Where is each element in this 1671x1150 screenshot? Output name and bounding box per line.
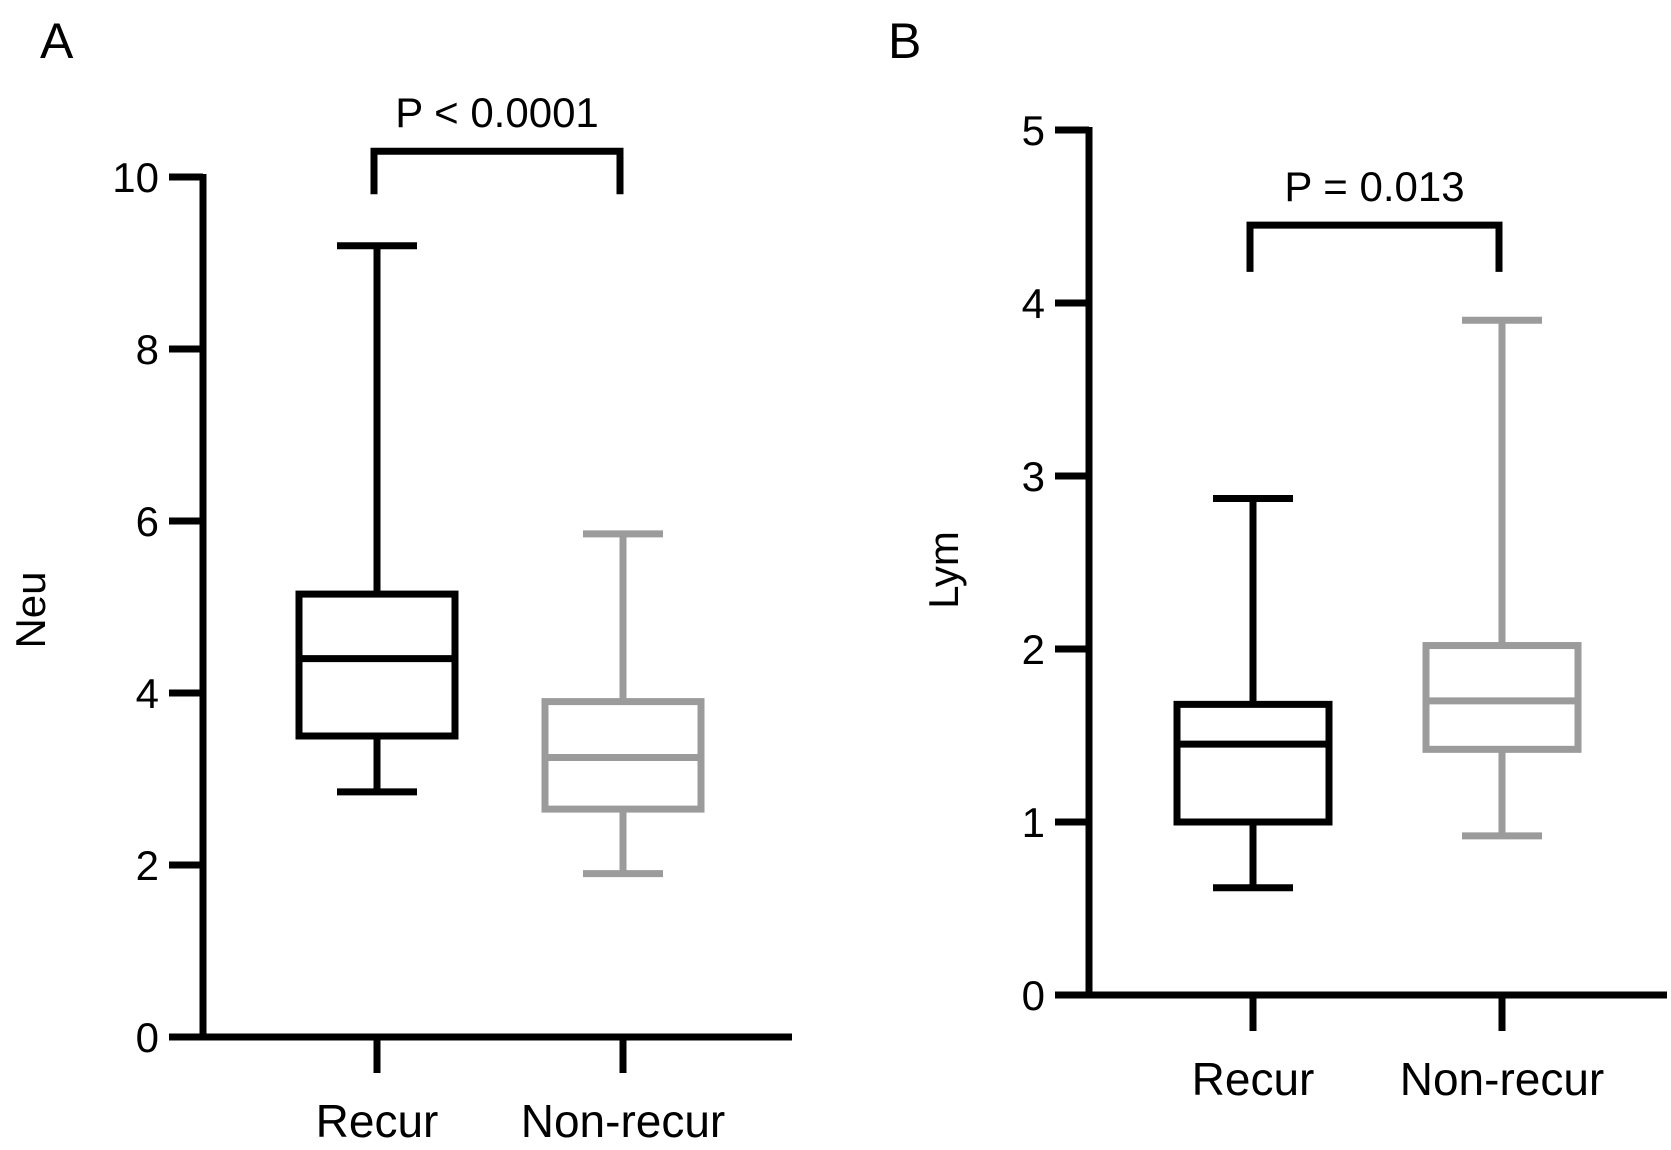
- panel-b-label: B: [888, 13, 921, 69]
- panel-a-p-value: P < 0.0001: [395, 89, 599, 136]
- panel-b-significance-bracket: [1246, 221, 1503, 272]
- panel-b: B Lym 0 1 2 3 4 5 Recur Non-recur P = 0.013: [888, 13, 1667, 1105]
- panel-a: A Neu 0 2 4 6 8 10 Recur Non-recur P < 0.0001: [7, 13, 792, 1147]
- panel-b-y-tick-label: 3: [1022, 453, 1045, 500]
- panel-a-y-tick-label: 10: [112, 154, 159, 201]
- panel-a-y-axis-label: Neu: [7, 571, 54, 648]
- panel-a-x-tick-label: Non-recur: [521, 1095, 726, 1147]
- panel-a-plot: 0 2 4 6 8 10 Recur Non-recur P < 0.0001: [112, 89, 792, 1147]
- panel-b-recur-box: [1173, 700, 1333, 826]
- panel-a-y-tick-label: 6: [136, 498, 159, 545]
- panel-b-y-tick-label: 2: [1022, 626, 1045, 673]
- panel-b-y-axis-label: Lym: [920, 531, 967, 609]
- panel-a-y-tick-label: 4: [136, 670, 159, 717]
- panel-b-y-tick-label: 0: [1022, 972, 1045, 1019]
- panel-a-label: A: [40, 13, 74, 69]
- panel-a-y-tick-label: 0: [136, 1014, 159, 1061]
- panel-a-y-tick-label: 8: [136, 326, 159, 373]
- panel-b-x-tick-label: Recur: [1192, 1053, 1315, 1105]
- panel-a-recur-box: [295, 590, 459, 740]
- panel-b-y-tick-label: 4: [1022, 280, 1045, 327]
- panel-b-x-tick-label: Non-recur: [1400, 1053, 1605, 1105]
- panel-b-y-tick-label: 1: [1022, 799, 1045, 846]
- panel-b-p-value: P = 0.013: [1284, 163, 1464, 210]
- panel-a-y-tick-label: 2: [136, 842, 159, 889]
- panel-b-y-tick-label: 5: [1022, 107, 1045, 154]
- panel-b-plot: 0 1 2 3 4 5 Recur Non-recur P = 0.013: [1022, 107, 1667, 1105]
- panel-a-significance-bracket: [370, 147, 624, 195]
- panel-a-x-tick-label: Recur: [316, 1095, 439, 1147]
